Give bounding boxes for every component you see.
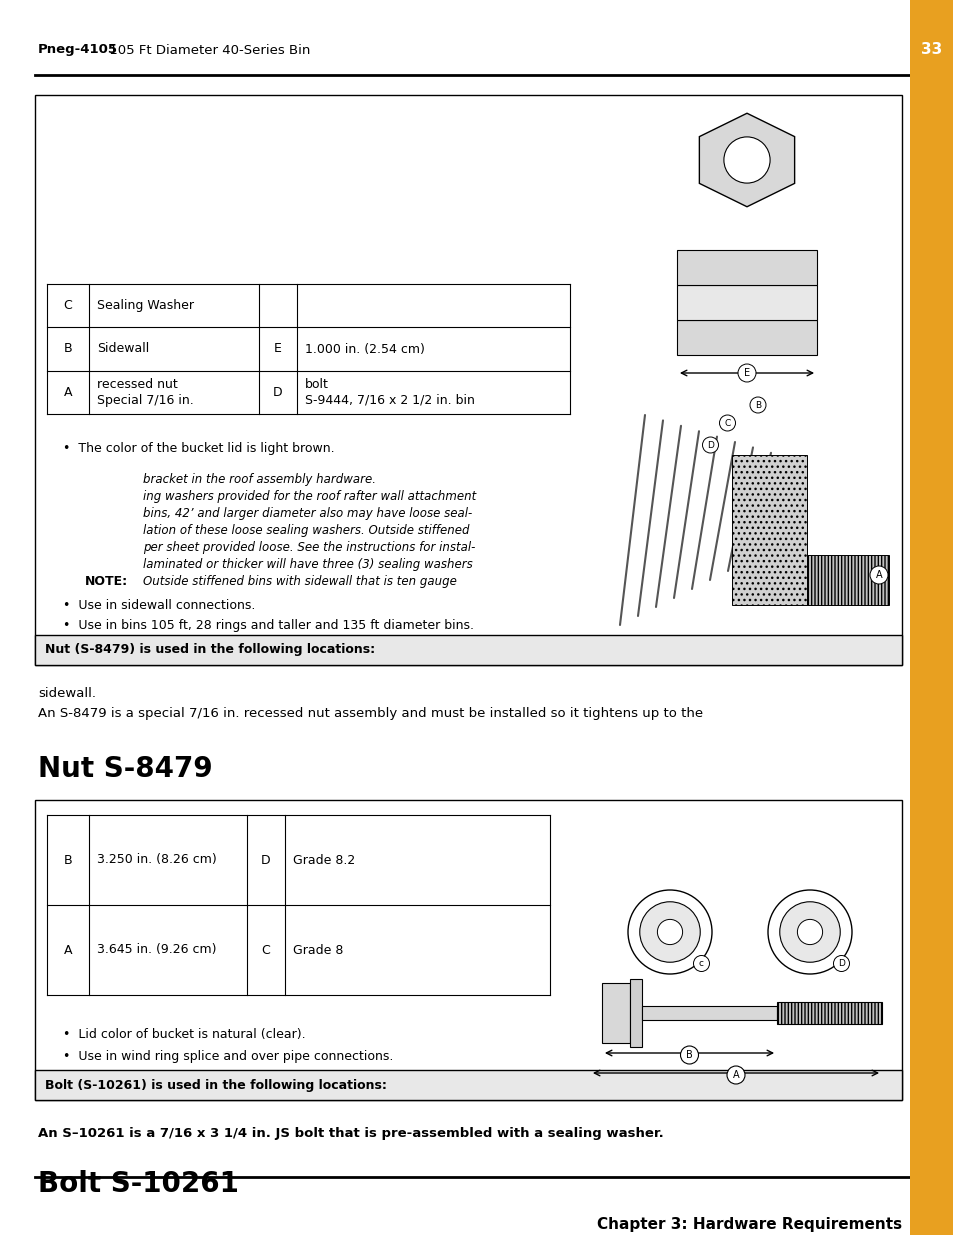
Text: C: C bbox=[723, 419, 730, 427]
Circle shape bbox=[726, 1066, 744, 1084]
Circle shape bbox=[779, 902, 840, 962]
Circle shape bbox=[738, 364, 755, 382]
Circle shape bbox=[627, 890, 711, 974]
Text: C: C bbox=[64, 299, 72, 312]
Text: Sealing Washer: Sealing Washer bbox=[97, 299, 193, 312]
Bar bbox=[909, 0, 953, 1235]
Text: •  Use in sidewall connections.: • Use in sidewall connections. bbox=[63, 599, 255, 613]
Text: Bolt S-10261: Bolt S-10261 bbox=[38, 1170, 238, 1198]
Text: A: A bbox=[64, 385, 72, 399]
Text: 3.645 in. (9.26 cm): 3.645 in. (9.26 cm) bbox=[97, 944, 216, 956]
Text: 1.000 in. (2.54 cm): 1.000 in. (2.54 cm) bbox=[305, 342, 424, 356]
Circle shape bbox=[797, 919, 821, 945]
Text: An S–10261 is a 7/16 x 3 1/4 in. JS bolt that is pre-assembled with a sealing wa: An S–10261 is a 7/16 x 3 1/4 in. JS bolt… bbox=[38, 1128, 663, 1140]
Text: E: E bbox=[274, 342, 282, 356]
Polygon shape bbox=[699, 114, 794, 206]
Text: D: D bbox=[273, 385, 282, 399]
Text: 33: 33 bbox=[921, 42, 942, 58]
Text: 105 Ft Diameter 40-Series Bin: 105 Ft Diameter 40-Series Bin bbox=[105, 43, 310, 57]
Circle shape bbox=[693, 956, 709, 972]
Text: D: D bbox=[706, 441, 713, 450]
Text: Special 7/16 in.: Special 7/16 in. bbox=[97, 394, 193, 406]
Text: Outside stiffened bins with sidewall that is ten gauge: Outside stiffened bins with sidewall tha… bbox=[143, 576, 456, 588]
Bar bbox=[35, 1070, 901, 1100]
Text: A: A bbox=[875, 571, 882, 580]
Text: lation of these loose sealing washers. Outside stiffened: lation of these loose sealing washers. O… bbox=[143, 524, 469, 537]
Text: B: B bbox=[64, 853, 72, 867]
Text: sidewall.: sidewall. bbox=[38, 687, 96, 700]
Circle shape bbox=[639, 902, 700, 962]
Text: •  Use in bins 105 ft, 28 rings and taller and 135 ft diameter bins.: • Use in bins 105 ft, 28 rings and talle… bbox=[63, 619, 474, 632]
Text: bins, 42’ and larger diameter also may have loose seal-: bins, 42’ and larger diameter also may h… bbox=[143, 508, 472, 520]
Text: Grade 8: Grade 8 bbox=[293, 944, 343, 956]
Text: laminated or thicker will have three (3) sealing washers: laminated or thicker will have three (3)… bbox=[143, 558, 473, 571]
Text: recessed nut: recessed nut bbox=[97, 378, 177, 390]
Text: D: D bbox=[261, 853, 271, 867]
Bar bbox=[806, 555, 888, 605]
Circle shape bbox=[833, 956, 848, 972]
Bar bbox=[677, 249, 816, 285]
Text: A: A bbox=[64, 944, 72, 956]
Bar bbox=[732, 454, 806, 605]
Text: Nut (S-8479) is used in the following locations:: Nut (S-8479) is used in the following lo… bbox=[45, 643, 375, 657]
Text: per sheet provided loose. See the instructions for instal-: per sheet provided loose. See the instru… bbox=[143, 541, 475, 555]
Text: ing washers provided for the roof rafter wall attachment: ing washers provided for the roof rafter… bbox=[143, 490, 476, 503]
Circle shape bbox=[679, 1046, 698, 1065]
Text: NOTE:: NOTE: bbox=[85, 576, 128, 588]
Text: bracket in the roof assembly hardware.: bracket in the roof assembly hardware. bbox=[143, 473, 375, 487]
Text: •  The color of the bucket lid is light brown.: • The color of the bucket lid is light b… bbox=[63, 442, 335, 454]
Text: C: C bbox=[261, 944, 270, 956]
Circle shape bbox=[657, 919, 682, 945]
Text: 3.250 in. (8.26 cm): 3.250 in. (8.26 cm) bbox=[97, 853, 216, 867]
Text: Chapter 3: Hardware Requirements: Chapter 3: Hardware Requirements bbox=[597, 1216, 901, 1233]
Bar bbox=[677, 285, 816, 320]
Bar bbox=[641, 1007, 776, 1020]
Text: S-9444, 7/16 x 2 1/2 in. bin: S-9444, 7/16 x 2 1/2 in. bin bbox=[305, 394, 475, 406]
Text: D: D bbox=[837, 960, 844, 968]
Bar bbox=[677, 320, 816, 354]
Text: Pneg-4105: Pneg-4105 bbox=[38, 43, 118, 57]
Text: An S-8479 is a special 7/16 in. recessed nut assembly and must be installed so i: An S-8479 is a special 7/16 in. recessed… bbox=[38, 706, 702, 720]
Text: B: B bbox=[754, 400, 760, 410]
Bar bbox=[776, 1002, 882, 1024]
Text: c: c bbox=[699, 960, 703, 968]
Bar bbox=[601, 983, 629, 1044]
Text: B: B bbox=[64, 342, 72, 356]
Text: Nut S-8479: Nut S-8479 bbox=[38, 755, 213, 783]
Circle shape bbox=[869, 566, 887, 584]
Text: bolt: bolt bbox=[305, 378, 329, 390]
Text: Bolt (S-10261) is used in the following locations:: Bolt (S-10261) is used in the following … bbox=[45, 1078, 387, 1092]
Circle shape bbox=[719, 415, 735, 431]
Text: •  Use in wind ring splice and over pipe connections.: • Use in wind ring splice and over pipe … bbox=[63, 1050, 393, 1063]
Bar bbox=[35, 800, 901, 1100]
Text: A: A bbox=[732, 1070, 739, 1079]
Bar bbox=[629, 979, 641, 1047]
Circle shape bbox=[767, 890, 851, 974]
Circle shape bbox=[749, 396, 765, 412]
Text: Sidewall: Sidewall bbox=[97, 342, 149, 356]
Bar bbox=[35, 95, 901, 664]
Text: E: E bbox=[743, 368, 749, 378]
Text: B: B bbox=[685, 1050, 692, 1060]
Circle shape bbox=[723, 137, 769, 183]
Text: Grade 8.2: Grade 8.2 bbox=[293, 853, 355, 867]
Bar bbox=[35, 635, 901, 664]
Circle shape bbox=[701, 437, 718, 453]
Text: •  Lid color of bucket is natural (clear).: • Lid color of bucket is natural (clear)… bbox=[63, 1028, 305, 1041]
